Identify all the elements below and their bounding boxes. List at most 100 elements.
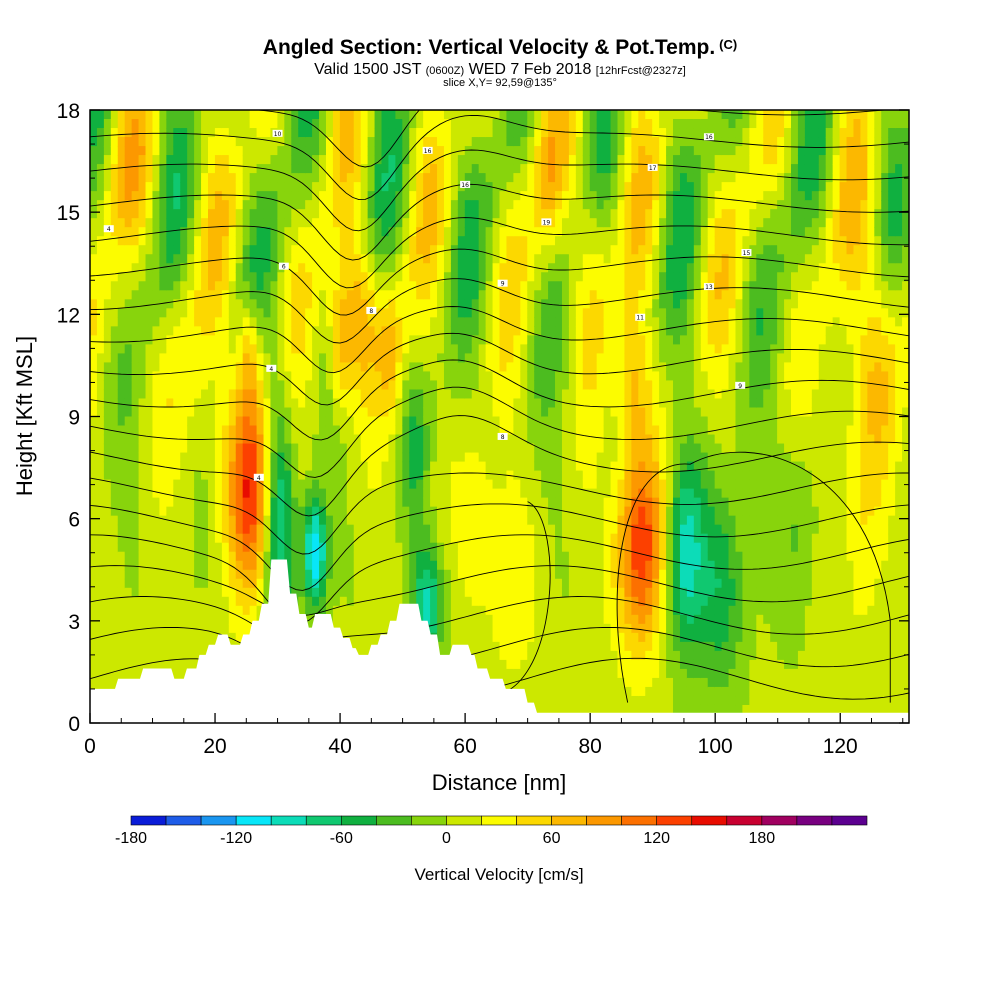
heatmap-cell	[478, 587, 487, 598]
heatmap-cell	[589, 398, 598, 409]
heatmap-cell	[499, 308, 508, 318]
heatmap-cell	[312, 128, 320, 138]
heatmap-cell	[159, 254, 167, 264]
heatmap-cell	[596, 326, 605, 336]
heatmap-cell	[305, 497, 313, 508]
heatmap-cell	[194, 326, 202, 336]
heatmap-cell	[242, 497, 251, 508]
heatmap-cell	[249, 524, 258, 535]
heatmap-cell	[131, 578, 140, 589]
heatmap-cell	[152, 488, 161, 499]
heatmap-cell	[207, 416, 216, 427]
heatmap-cell	[312, 596, 320, 607]
heatmap-cell	[575, 254, 584, 264]
heatmap-cell	[270, 533, 278, 544]
heatmap-cell	[520, 263, 528, 273]
heatmap-cell	[298, 389, 306, 400]
heatmap-cell	[471, 218, 480, 228]
heatmap-cell	[506, 533, 514, 544]
heatmap-cell	[499, 227, 508, 237]
heatmap-cell	[291, 398, 299, 409]
heatmap-cell	[194, 209, 202, 219]
heatmap-cell	[103, 344, 112, 354]
heatmap-cell	[332, 497, 341, 508]
heatmap-cell	[131, 335, 140, 345]
heatmap-cell	[492, 452, 501, 463]
heatmap-cell	[145, 290, 154, 300]
heatmap-cell	[374, 416, 383, 427]
heatmap-cell	[284, 362, 292, 373]
heatmap-cell	[381, 425, 390, 436]
heatmap-cell	[423, 587, 431, 598]
heatmap-cell	[291, 254, 299, 264]
heatmap-cell	[506, 110, 514, 120]
heatmap-cell	[520, 344, 528, 354]
heatmap-cell	[534, 614, 542, 625]
heatmap-cell	[124, 614, 133, 625]
heatmap-cell	[166, 182, 174, 192]
heatmap-cell	[561, 668, 570, 679]
heatmap-cell	[332, 344, 341, 354]
heatmap-cell	[110, 569, 119, 580]
heatmap-cell	[235, 128, 244, 138]
heatmap-cell	[96, 209, 105, 219]
heatmap-cell	[256, 344, 265, 354]
heatmap-cell	[346, 488, 355, 499]
heatmap-cell	[478, 515, 487, 526]
heatmap-cell	[492, 326, 501, 336]
heatmap-cell	[166, 326, 174, 336]
heatmap-cell	[499, 290, 508, 300]
heatmap-cell	[443, 605, 452, 616]
heatmap-cell	[180, 470, 188, 481]
heatmap-cell	[478, 416, 487, 427]
heatmap-cell	[201, 443, 209, 454]
heatmap-cell	[249, 272, 258, 282]
heatmap-cell	[443, 119, 452, 129]
heatmap-cell	[374, 119, 383, 129]
heatmap-cell	[423, 128, 431, 138]
heatmap-cell	[263, 272, 272, 282]
heatmap-cell	[235, 155, 244, 165]
heatmap-cell	[353, 353, 362, 364]
heatmap-cell	[353, 398, 362, 409]
heatmap-cell	[221, 308, 230, 318]
heatmap-cell	[402, 416, 410, 427]
heatmap-cell	[103, 641, 112, 652]
heatmap-cell	[305, 227, 313, 237]
heatmap-cell	[152, 119, 161, 129]
heatmap-cell	[298, 245, 306, 255]
heatmap-cell	[194, 245, 202, 255]
heatmap-cell	[353, 164, 362, 174]
heatmap-cell	[541, 650, 549, 661]
heatmap-cell	[555, 506, 563, 517]
heatmap-cell	[541, 290, 549, 300]
heatmap-cell	[152, 389, 161, 400]
heatmap-cell	[145, 542, 154, 553]
heatmap-cell	[450, 470, 459, 481]
heatmap-cell	[277, 443, 285, 454]
heatmap-cell	[430, 398, 438, 409]
heatmap-cell	[437, 605, 445, 616]
heatmap-cell	[325, 308, 334, 318]
heatmap-cell	[284, 182, 292, 192]
heatmap-cell	[471, 317, 480, 327]
heatmap-cell	[395, 254, 403, 264]
heatmap-cell	[298, 416, 306, 427]
heatmap-cell	[353, 569, 362, 580]
heatmap-cell	[381, 191, 390, 201]
heatmap-cell	[221, 110, 230, 120]
heatmap-cell	[596, 245, 605, 255]
heatmap-cell	[138, 596, 147, 607]
heatmap-cell	[256, 578, 265, 589]
heatmap-cell	[221, 245, 230, 255]
heatmap-cell	[575, 533, 584, 544]
heatmap-cell	[96, 407, 105, 418]
heatmap-cell	[485, 443, 494, 454]
heatmap-cell	[305, 281, 313, 291]
heatmap-cell	[388, 245, 396, 255]
heatmap-cell	[131, 434, 140, 445]
heatmap-cell	[131, 497, 140, 508]
heatmap-cell	[548, 200, 556, 210]
heatmap-cell	[249, 443, 258, 454]
heatmap-cell	[325, 560, 334, 571]
